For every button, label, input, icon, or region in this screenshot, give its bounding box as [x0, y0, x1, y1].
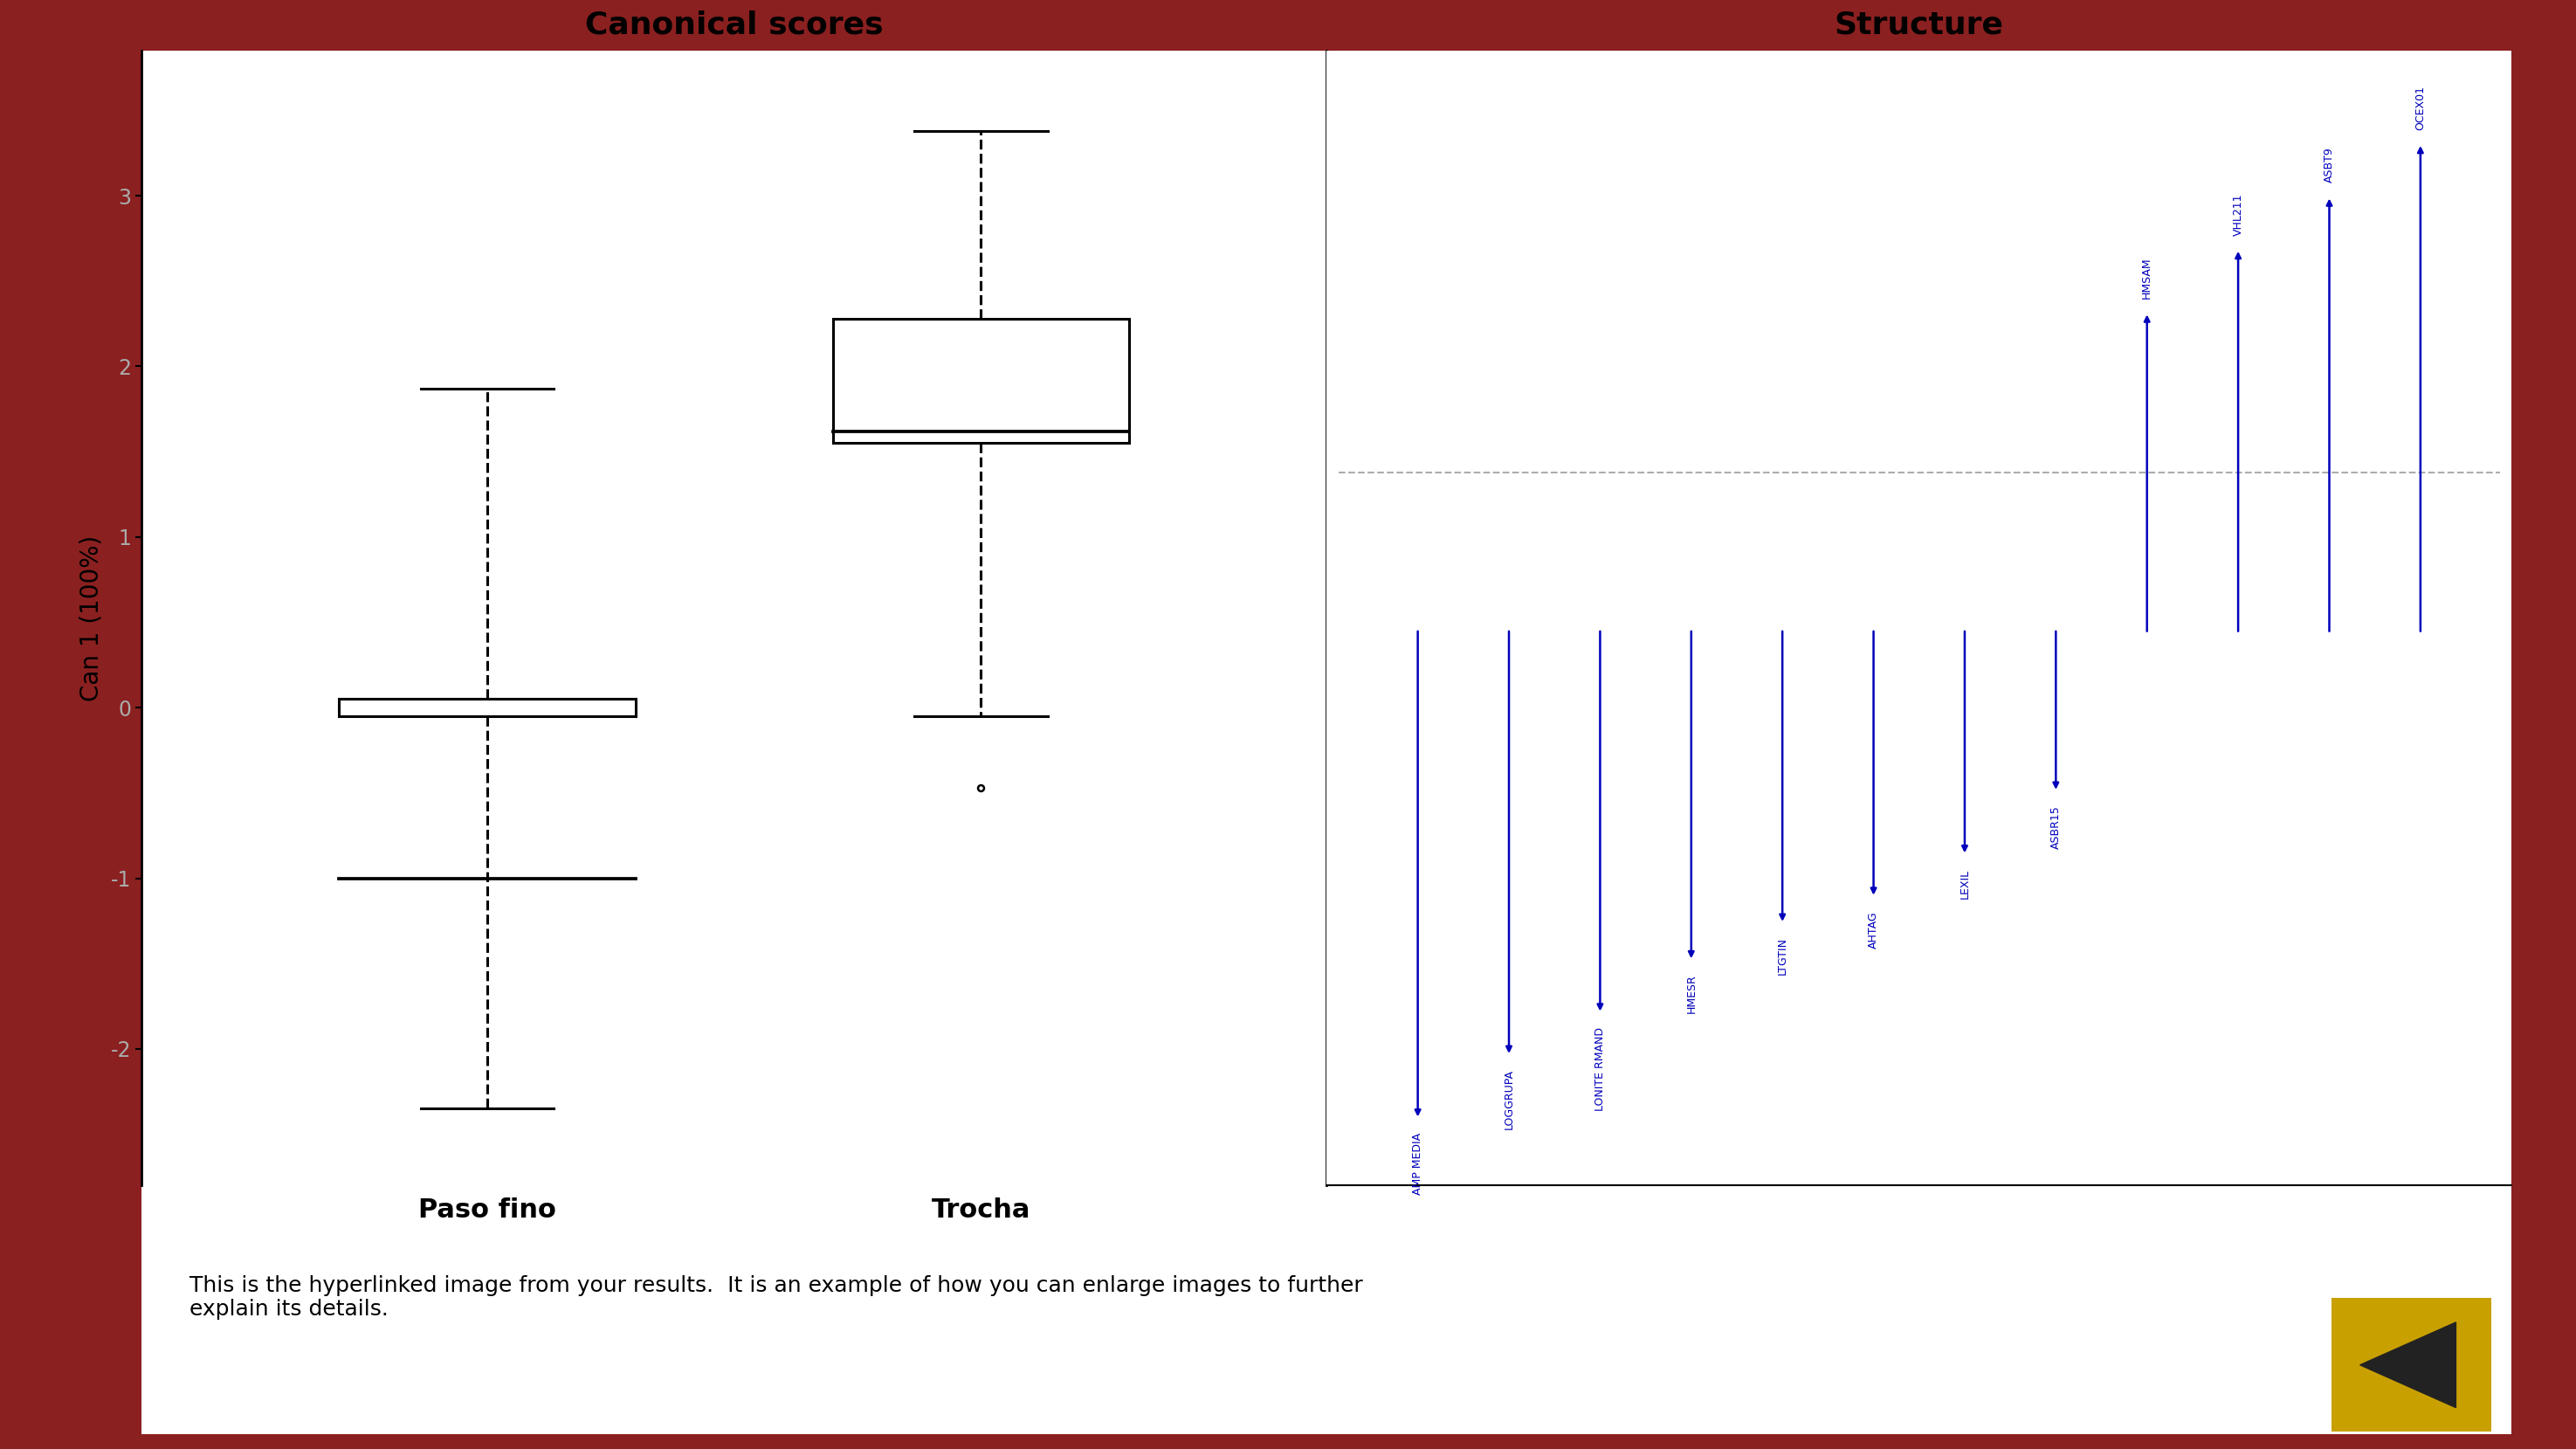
Text: HMESR: HMESR [1685, 974, 1698, 1013]
Text: LTGTIN: LTGTIN [1777, 938, 1788, 975]
Bar [832, 319, 1128, 443]
Text: This is the hyperlinked image from your results.  It is an example of how you ca: This is the hyperlinked image from your … [188, 1275, 1363, 1320]
Text: HMSAM: HMSAM [2141, 256, 2154, 298]
Text: OCEX01: OCEX01 [2414, 85, 2427, 130]
Y-axis label: Can 1 (100%): Can 1 (100%) [80, 535, 103, 701]
Bar [340, 698, 636, 716]
Text: AMP MEDIA: AMP MEDIA [1412, 1133, 1425, 1195]
Text: ASBT9: ASBT9 [2324, 146, 2334, 183]
Text: ASBR15: ASBR15 [2050, 806, 2061, 849]
Title: Structure: Structure [1834, 10, 2004, 39]
Text: VHL211: VHL211 [2233, 193, 2244, 235]
Text: LOGGRUPA: LOGGRUPA [1504, 1069, 1515, 1130]
Text: LONITE RMAND: LONITE RMAND [1595, 1027, 1605, 1111]
Title: Canonical scores: Canonical scores [585, 10, 884, 39]
Text: AHTAG: AHTAG [1868, 911, 1880, 948]
Polygon shape [2360, 1323, 2455, 1407]
Text: LEXIL: LEXIL [1958, 869, 1971, 898]
